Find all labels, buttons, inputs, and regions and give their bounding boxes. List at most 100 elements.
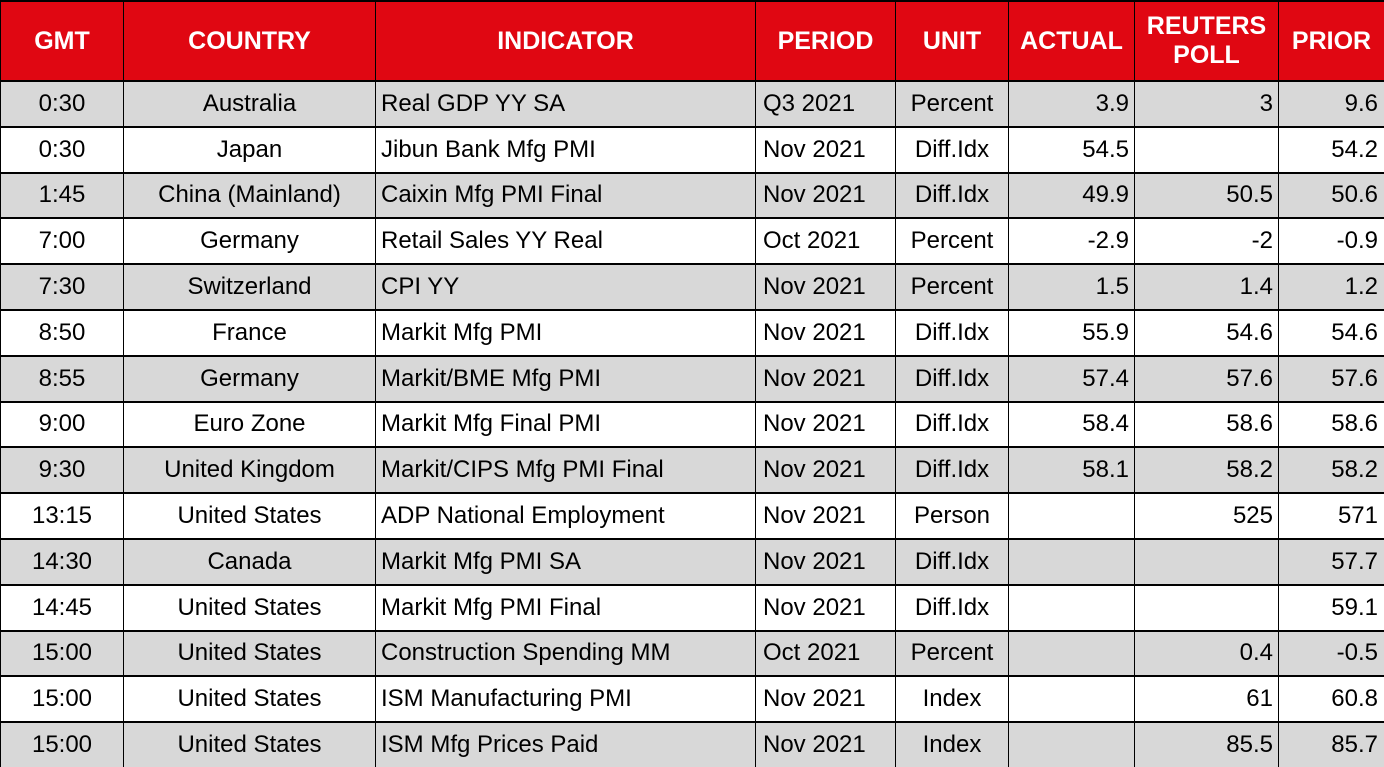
cell-indicator: ISM Manufacturing PMI: [375, 675, 756, 724]
cell-indicator: Markit Mfg PMI: [375, 308, 756, 357]
cell-actual: 3.9: [1008, 80, 1135, 128]
cell-reuters-poll: 61: [1134, 675, 1279, 724]
cell-prior: 50.6: [1278, 171, 1384, 220]
table-row: 1:45 China (Mainland) Caixin Mfg PMI Final…: [0, 171, 1384, 220]
cell-period: Nov 2021: [755, 400, 896, 449]
cell-prior: 1.2: [1278, 263, 1384, 311]
cell-prior: 58.2: [1278, 446, 1384, 495]
cell-prior: 54.6: [1278, 308, 1384, 357]
table-body: 0:30 Australia Real GDP YY SA Q3 2021 Percen…: [0, 80, 1384, 767]
cell-actual: 54.5: [1008, 125, 1135, 174]
cell-period: Nov 2021: [755, 492, 896, 540]
table-row: 14:45 United States Markit Mfg PMI Final No…: [0, 583, 1384, 632]
cell-gmt: 7:30: [0, 263, 124, 311]
cell-country: United States: [123, 629, 376, 678]
cell-unit: Percent: [895, 263, 1009, 311]
table-row: 7:30 Switzerland CPI YY Nov 2021 Percent 1.5 1…: [0, 263, 1384, 311]
cell-actual: -2.9: [1008, 217, 1135, 266]
cell-gmt: 14:30: [0, 537, 124, 586]
cell-period: Nov 2021: [755, 446, 896, 495]
cell-gmt: 15:00: [0, 675, 124, 724]
cell-period: Nov 2021: [755, 537, 896, 586]
cell-country: United Kingdom: [123, 446, 376, 495]
cell-unit: Diff.Idx: [895, 400, 1009, 449]
cell-period: Nov 2021: [755, 125, 896, 174]
cell-country: United States: [123, 721, 376, 767]
cell-indicator: Markit Mfg PMI SA: [375, 537, 756, 586]
cell-period: Nov 2021: [755, 583, 896, 632]
cell-actual: [1008, 492, 1135, 540]
cell-country: France: [123, 308, 376, 357]
cell-period: Nov 2021: [755, 354, 896, 403]
cell-period: Nov 2021: [755, 675, 896, 724]
cell-reuters-poll: 0.4: [1134, 629, 1279, 678]
cell-indicator: Construction Spending MM: [375, 629, 756, 678]
cell-actual: [1008, 721, 1135, 767]
header-cell-prior: PRIOR: [1278, 0, 1384, 82]
cell-indicator: Jibun Bank Mfg PMI: [375, 125, 756, 174]
header-cell-period: PERIOD: [755, 0, 896, 82]
cell-country: China (Mainland): [123, 171, 376, 220]
cell-unit: Index: [895, 675, 1009, 724]
cell-prior: 85.7: [1278, 721, 1384, 767]
cell-indicator: ADP National Employment: [375, 492, 756, 540]
table-row: 15:00 United States Construction Spending …: [0, 629, 1384, 678]
cell-prior: 57.6: [1278, 354, 1384, 403]
cell-prior: -0.5: [1278, 629, 1384, 678]
cell-actual: 58.1: [1008, 446, 1135, 495]
cell-prior: 9.6: [1278, 80, 1384, 128]
cell-country: United States: [123, 492, 376, 540]
cell-gmt: 15:00: [0, 629, 124, 678]
cell-country: Australia: [123, 80, 376, 128]
cell-indicator: Markit Mfg Final PMI: [375, 400, 756, 449]
cell-unit: Percent: [895, 217, 1009, 266]
cell-prior: 60.8: [1278, 675, 1384, 724]
cell-gmt: 13:15: [0, 492, 124, 540]
cell-reuters-poll: 57.6: [1134, 354, 1279, 403]
cell-prior: 57.7: [1278, 537, 1384, 586]
cell-gmt: 9:30: [0, 446, 124, 495]
cell-unit: Diff.Idx: [895, 446, 1009, 495]
table-row: 9:30 United Kingdom Markit/CIPS Mfg PMI Fi…: [0, 446, 1384, 495]
table-row: 8:50 France Markit Mfg PMI Nov 2021 Diff.Idx…: [0, 308, 1384, 357]
cell-country: Germany: [123, 354, 376, 403]
cell-reuters-poll: [1134, 537, 1279, 586]
header-cell-unit: UNIT: [895, 0, 1009, 82]
cell-unit: Percent: [895, 80, 1009, 128]
cell-gmt: 9:00: [0, 400, 124, 449]
cell-unit: Diff.Idx: [895, 308, 1009, 357]
cell-country: Switzerland: [123, 263, 376, 311]
cell-reuters-poll: 85.5: [1134, 721, 1279, 767]
cell-reuters-poll: -2: [1134, 217, 1279, 266]
cell-unit: Diff.Idx: [895, 537, 1009, 586]
cell-country: Japan: [123, 125, 376, 174]
cell-actual: [1008, 537, 1135, 586]
header-cell-indicator: INDICATOR: [375, 0, 756, 82]
cell-country: United States: [123, 675, 376, 724]
cell-gmt: 14:45: [0, 583, 124, 632]
cell-country: Germany: [123, 217, 376, 266]
cell-prior: 571: [1278, 492, 1384, 540]
table-row: 8:55 Germany Markit/BME Mfg PMI Nov 2021 Dif…: [0, 354, 1384, 403]
table-row: 0:30 Australia Real GDP YY SA Q3 2021 Percen…: [0, 80, 1384, 128]
table-row: 15:00 United States ISM Manufacturing PMI N…: [0, 675, 1384, 724]
cell-unit: Diff.Idx: [895, 171, 1009, 220]
cell-gmt: 7:00: [0, 217, 124, 266]
cell-gmt: 0:30: [0, 125, 124, 174]
cell-period: Nov 2021: [755, 308, 896, 357]
cell-actual: [1008, 629, 1135, 678]
cell-period: Nov 2021: [755, 721, 896, 767]
cell-country: Canada: [123, 537, 376, 586]
cell-prior: 59.1: [1278, 583, 1384, 632]
cell-unit: Diff.Idx: [895, 583, 1009, 632]
cell-prior: -0.9: [1278, 217, 1384, 266]
cell-reuters-poll: 1.4: [1134, 263, 1279, 311]
cell-actual: 58.4: [1008, 400, 1135, 449]
cell-reuters-poll: 58.6: [1134, 400, 1279, 449]
cell-actual: 49.9: [1008, 171, 1135, 220]
cell-gmt: 1:45: [0, 171, 124, 220]
cell-unit: Percent: [895, 629, 1009, 678]
cell-actual: 55.9: [1008, 308, 1135, 357]
cell-period: Nov 2021: [755, 263, 896, 311]
cell-indicator: Retail Sales YY Real: [375, 217, 756, 266]
